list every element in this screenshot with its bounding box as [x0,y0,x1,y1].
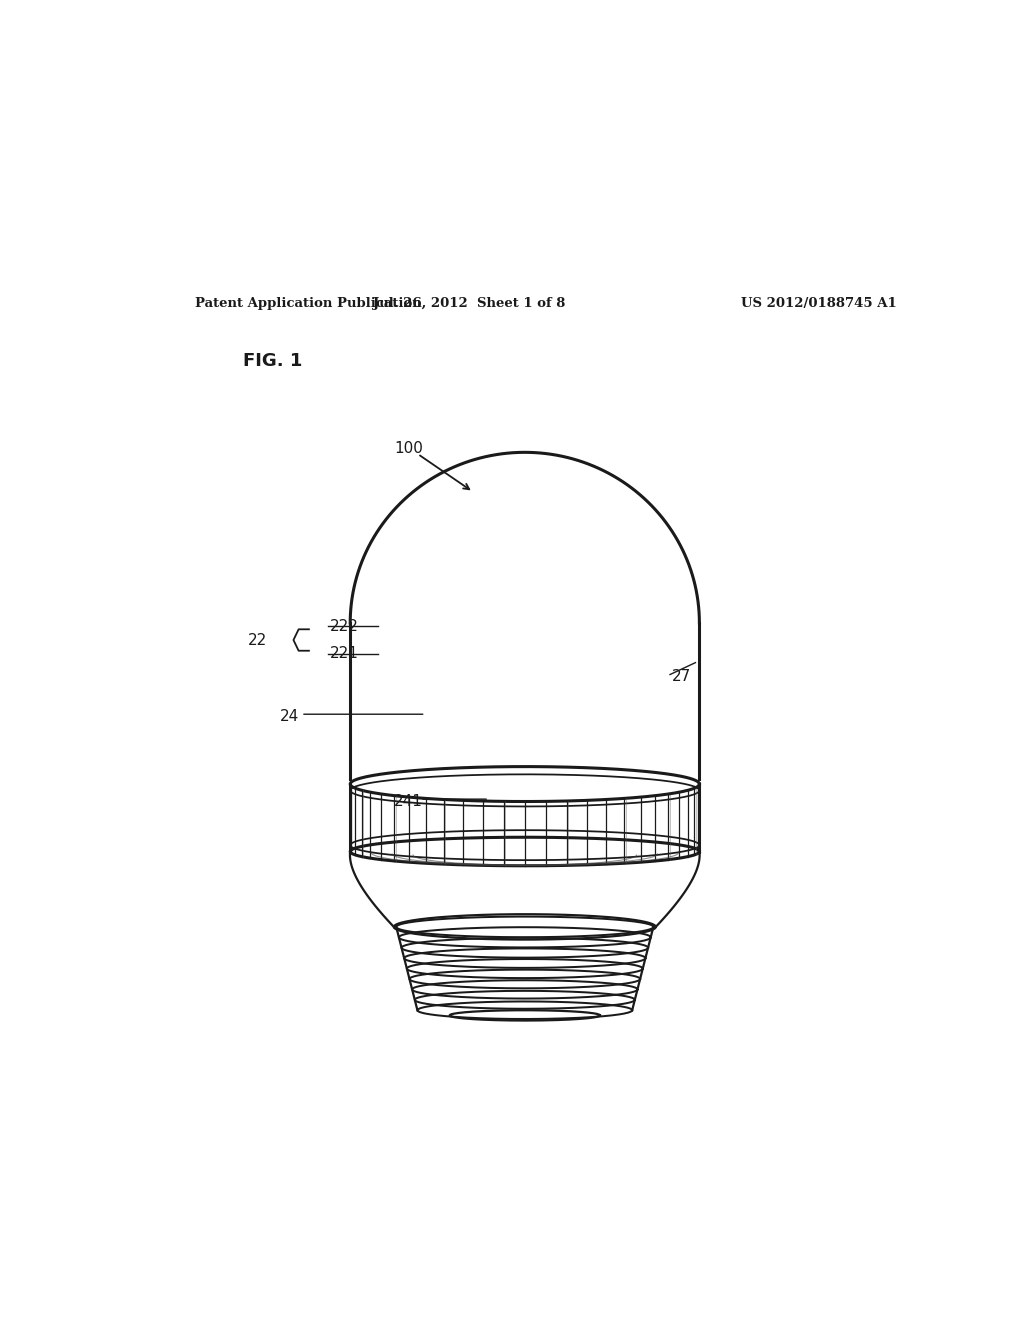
Text: 241: 241 [394,795,423,809]
Text: 24: 24 [281,709,300,725]
Text: Patent Application Publication: Patent Application Publication [196,297,422,310]
Text: Jul. 26, 2012  Sheet 1 of 8: Jul. 26, 2012 Sheet 1 of 8 [373,297,565,310]
Text: 100: 100 [394,441,423,455]
Text: 27: 27 [672,669,691,684]
Text: 22: 22 [248,632,267,648]
Text: 222: 222 [331,619,359,634]
Text: US 2012/0188745 A1: US 2012/0188745 A1 [740,297,896,310]
Text: 221: 221 [331,647,359,661]
Text: FIG. 1: FIG. 1 [243,352,302,370]
